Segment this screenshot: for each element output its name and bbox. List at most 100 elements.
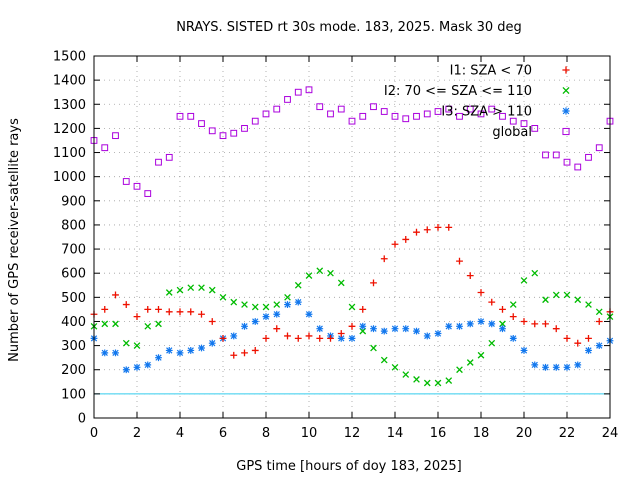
data-point bbox=[370, 344, 377, 352]
data-point bbox=[402, 236, 410, 243]
legend-marker bbox=[562, 66, 570, 74]
data-point bbox=[423, 110, 431, 118]
data-point bbox=[434, 379, 442, 387]
x-tick-label: 22 bbox=[559, 426, 576, 441]
data-point bbox=[327, 110, 334, 118]
data-point bbox=[359, 322, 367, 330]
x-tick-label: 0 bbox=[90, 426, 98, 441]
data-point bbox=[251, 117, 259, 125]
data-point bbox=[595, 342, 603, 349]
x-tick-label: 20 bbox=[516, 426, 533, 441]
data-point bbox=[585, 334, 592, 342]
data-point bbox=[273, 325, 281, 333]
data-point bbox=[402, 371, 410, 378]
data-point bbox=[391, 112, 399, 120]
data-point bbox=[563, 334, 571, 342]
x-tick-label: 8 bbox=[262, 426, 270, 441]
data-point bbox=[219, 293, 227, 301]
y-tick-label: 600 bbox=[61, 267, 86, 282]
data-point bbox=[230, 351, 238, 359]
data-point bbox=[122, 301, 130, 308]
data-point bbox=[552, 151, 560, 159]
data-point bbox=[520, 120, 528, 127]
data-point bbox=[423, 332, 431, 340]
data-point bbox=[466, 320, 474, 328]
data-point bbox=[552, 291, 560, 299]
data-point bbox=[488, 298, 496, 306]
data-point bbox=[552, 325, 560, 333]
data-point bbox=[552, 363, 560, 371]
data-point bbox=[509, 334, 517, 342]
data-point bbox=[241, 125, 248, 132]
x-tick-label: 12 bbox=[344, 426, 361, 441]
y-tick-label: 1500 bbox=[53, 50, 86, 65]
data-point bbox=[305, 86, 313, 94]
data-point bbox=[531, 269, 539, 277]
data-point bbox=[133, 342, 141, 349]
data-point bbox=[327, 269, 334, 277]
data-point bbox=[413, 376, 420, 383]
data-point bbox=[413, 228, 420, 236]
legend: I1: SZA < 70 I2: 70 <= SZA <= 110 I3: SZA … bbox=[384, 64, 570, 140]
data-point bbox=[327, 334, 334, 342]
series-square bbox=[90, 86, 614, 197]
data-point bbox=[413, 327, 420, 335]
legend-marker bbox=[562, 107, 570, 115]
data-point bbox=[316, 334, 324, 342]
grid bbox=[94, 56, 610, 418]
data-point bbox=[509, 117, 517, 125]
data-point bbox=[273, 310, 281, 318]
data-point bbox=[294, 298, 302, 306]
data-point bbox=[423, 226, 431, 234]
data-point bbox=[391, 240, 399, 248]
y-tick-label: 1200 bbox=[53, 122, 86, 137]
data-point bbox=[488, 339, 496, 347]
chart-title: NRAYS. SISTED rt 30s mode. 183, 2025. Ma… bbox=[176, 20, 522, 35]
series-cross bbox=[90, 267, 614, 387]
data-point bbox=[445, 223, 453, 231]
data-point bbox=[273, 105, 281, 113]
data-point bbox=[262, 110, 270, 118]
data-point bbox=[101, 144, 109, 152]
data-point bbox=[155, 306, 162, 313]
data-point bbox=[337, 279, 345, 287]
data-point bbox=[241, 349, 248, 357]
data-point bbox=[219, 334, 227, 342]
data-point bbox=[294, 88, 302, 96]
data-point bbox=[284, 96, 291, 103]
data-point bbox=[112, 320, 119, 328]
data-point bbox=[585, 301, 592, 308]
data-point bbox=[391, 325, 399, 333]
data-point bbox=[434, 223, 442, 231]
data-point bbox=[316, 267, 324, 275]
data-point bbox=[477, 351, 485, 359]
data-point bbox=[456, 366, 463, 374]
data-point bbox=[208, 127, 216, 135]
data-point bbox=[241, 322, 248, 330]
data-point bbox=[122, 366, 130, 374]
y-tick-label: 100 bbox=[61, 387, 86, 402]
data-point bbox=[348, 117, 356, 125]
legend-label: I1: SZA < 70 bbox=[450, 64, 532, 79]
data-point bbox=[251, 318, 259, 325]
data-point bbox=[284, 332, 291, 340]
data-point bbox=[574, 361, 582, 369]
data-point bbox=[466, 359, 474, 366]
data-point bbox=[574, 163, 582, 171]
data-point bbox=[542, 296, 549, 304]
data-point bbox=[112, 132, 119, 140]
data-point bbox=[316, 325, 324, 333]
axes: 0100200300400500600700800900100011001200… bbox=[53, 50, 618, 442]
data-point bbox=[262, 334, 270, 342]
data-point bbox=[155, 320, 162, 328]
data-point bbox=[133, 313, 141, 321]
x-tick-label: 18 bbox=[473, 426, 490, 441]
data-point bbox=[144, 306, 152, 313]
data-point bbox=[101, 320, 109, 328]
legend-marker bbox=[562, 127, 570, 136]
data-point bbox=[305, 272, 313, 279]
data-point bbox=[101, 306, 109, 313]
data-points bbox=[90, 86, 614, 387]
data-point bbox=[542, 151, 549, 159]
